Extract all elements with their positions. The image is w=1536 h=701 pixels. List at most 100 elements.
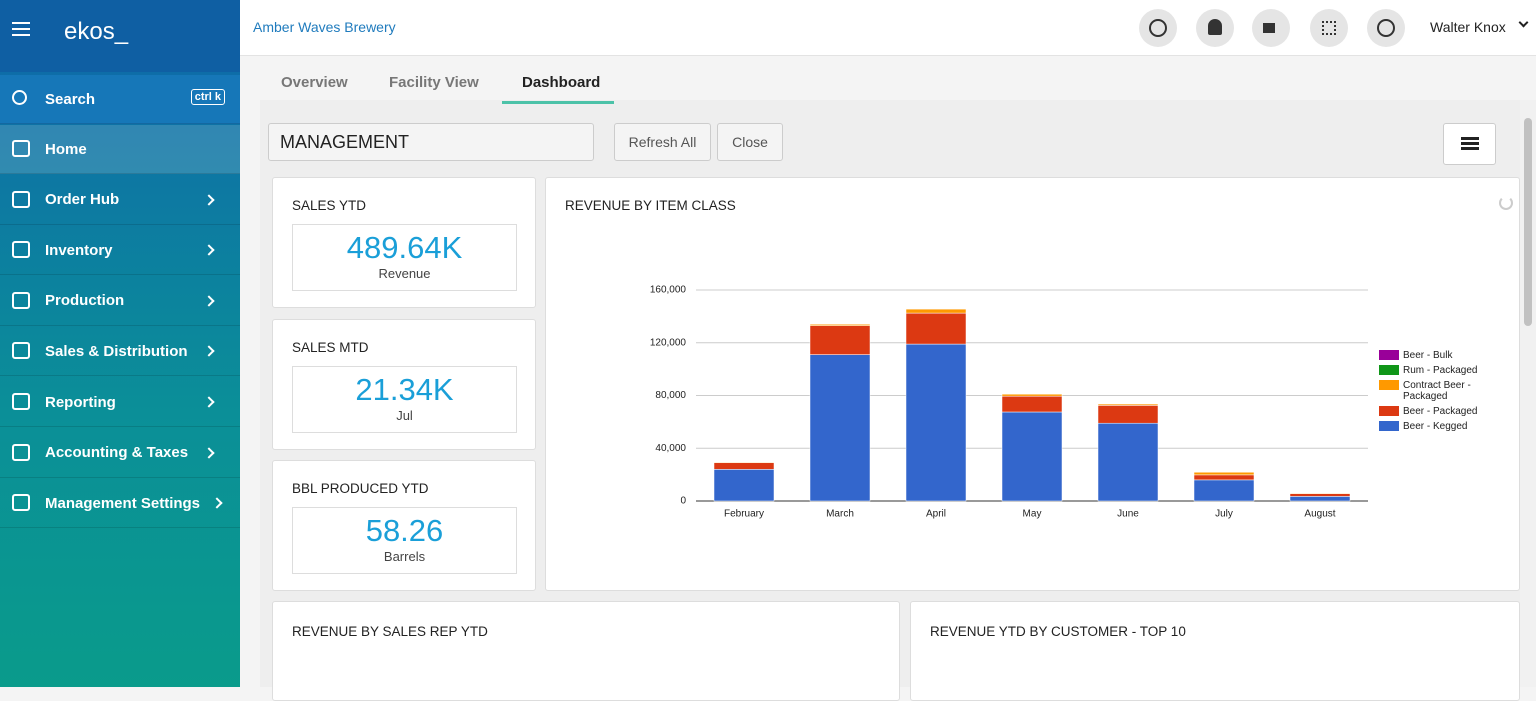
nav-item[interactable]: Reporting (0, 378, 240, 427)
nav-item[interactable]: Inventory (0, 226, 240, 276)
panel: REVENUE BY SALES REP YTD (272, 601, 900, 701)
chevron (203, 396, 215, 408)
help-button[interactable] (1139, 9, 1177, 47)
bar-segment (1289, 493, 1351, 497)
chart-title: REVENUE BY ITEM CLASS (565, 198, 736, 213)
kpi-box: 21.34K Jul (292, 365, 517, 433)
bar-segment (713, 461, 775, 464)
y-tick-label: 160,000 (650, 285, 687, 296)
legend-swatch (1379, 406, 1399, 416)
dashboard-menu[interactable] (1443, 123, 1496, 165)
bar-segment (905, 312, 967, 345)
nav-item[interactable]: Sales & Distribution (0, 327, 240, 377)
refresh-icon[interactable] (1499, 196, 1513, 210)
chevron (203, 345, 215, 358)
bar-segment (1001, 395, 1063, 413)
history-button[interactable] (1367, 9, 1405, 47)
nav-item[interactable]: Order Hub (0, 176, 240, 225)
legend-item: Contract Beer - Packaged (1379, 380, 1494, 402)
bar-segment (809, 324, 871, 326)
chevron (211, 497, 223, 509)
bar-segment (713, 462, 775, 470)
bar-segment (1097, 405, 1159, 424)
search-icon (12, 90, 27, 105)
kpi-title: BBL PRODUCED YTD (292, 481, 429, 496)
legend-label: Contract Beer - Packaged (1403, 380, 1471, 402)
sidebar: ekos_ Search ctrl k Home Order Hub Invento… (0, 0, 240, 687)
company[interactable]: Amber Waves Brewery (253, 19, 396, 35)
kpi-value: 489.64K (346, 230, 463, 265)
user-menu[interactable]: Walter Knox (1430, 19, 1506, 35)
chevron (203, 193, 215, 206)
button[interactable]: Refresh All (614, 123, 711, 161)
kpi-label: Jul (396, 407, 413, 423)
bar-segment (713, 469, 775, 502)
notifications-button[interactable] (1196, 9, 1234, 47)
kpi-value: 58.26 (365, 513, 444, 548)
kpi-title: SALES MTD (292, 339, 369, 355)
tab[interactable]: Overview (281, 74, 348, 91)
bar-segment (809, 325, 871, 355)
chevron (203, 446, 215, 459)
nav-item[interactable]: Management Settings (0, 479, 240, 529)
nav-icon (12, 190, 30, 208)
announcements-button[interactable] (1252, 9, 1290, 47)
chevron (203, 244, 215, 256)
nav-label: Management Settings (45, 494, 201, 512)
legend-swatch (1379, 365, 1399, 375)
y-tick-label: 0 (680, 496, 686, 507)
user-caret[interactable] (1518, 17, 1529, 28)
x-tick-label: March (826, 509, 854, 520)
legend-swatch (1379, 421, 1399, 431)
shortcut: ctrl k (190, 89, 225, 105)
x-tick-label: August (1304, 509, 1335, 520)
brand: ekos_ (64, 18, 129, 45)
x-tick-label: February (724, 509, 764, 520)
bar-segment (1001, 393, 1063, 397)
nav-item[interactable]: Accounting & Taxes (0, 429, 240, 478)
button[interactable]: Close (717, 123, 783, 161)
scrollbar[interactable] (1520, 100, 1536, 687)
nav-icon (12, 443, 30, 461)
logo-bar: ekos_ (0, 0, 240, 72)
nav-label: Reporting (45, 393, 116, 411)
tab[interactable]: Facility View (389, 74, 479, 91)
kpi-card: SALES YTD 489.64K Revenue (272, 177, 536, 308)
legend-label: Beer - Bulk (1403, 350, 1453, 361)
bar-segment (1097, 422, 1159, 502)
kpi-box: 489.64K Revenue (292, 224, 517, 291)
legend-item: Beer - Kegged (1379, 421, 1494, 432)
panel-title: REVENUE BY SALES REP YTD (292, 624, 488, 639)
bar-segment (1097, 403, 1159, 406)
nav-label: Inventory (45, 241, 113, 259)
bar-segment (1193, 474, 1255, 481)
nav-icon (12, 393, 30, 410)
x-tick-label: May (1023, 509, 1042, 520)
legend-swatch (1379, 350, 1399, 360)
nav-item[interactable]: Production (0, 277, 240, 326)
legend-label: Beer - Packaged (1403, 406, 1478, 417)
legend: Beer - Bulk Rum - Packaged Contract Beer -… (1379, 350, 1494, 436)
legend-item: Rum - Packaged (1379, 365, 1494, 376)
search[interactable]: Search ctrl k (0, 75, 240, 124)
dashboard-name[interactable]: MANAGEMENT (268, 123, 594, 161)
nav-icon (12, 291, 30, 309)
qr-button[interactable] (1310, 9, 1348, 47)
tab[interactable]: Dashboard (522, 74, 601, 91)
legend-item: Beer - Bulk (1379, 350, 1494, 361)
nav-item[interactable]: Home (0, 125, 240, 174)
x-tick-label: July (1215, 509, 1233, 520)
nav-icon (12, 241, 30, 259)
bar-segment (809, 354, 871, 502)
menu-icon[interactable] (12, 22, 30, 36)
legend-swatch (1379, 380, 1399, 390)
bar-segment (1193, 472, 1255, 476)
nav-label: Production (45, 292, 125, 310)
panel-title: REVENUE YTD BY CUSTOMER - TOP 10 (930, 624, 1186, 639)
top-bar: Amber Waves Brewery Walter Knox (240, 0, 1536, 56)
chart-panel: REVENUE BY ITEM CLASS 0 40,000 80,000 120,0… (545, 177, 1520, 591)
search-label: Search (45, 90, 96, 108)
y-tick-label: 80,000 (655, 390, 686, 401)
nav-label: Accounting & Taxes (45, 444, 189, 462)
